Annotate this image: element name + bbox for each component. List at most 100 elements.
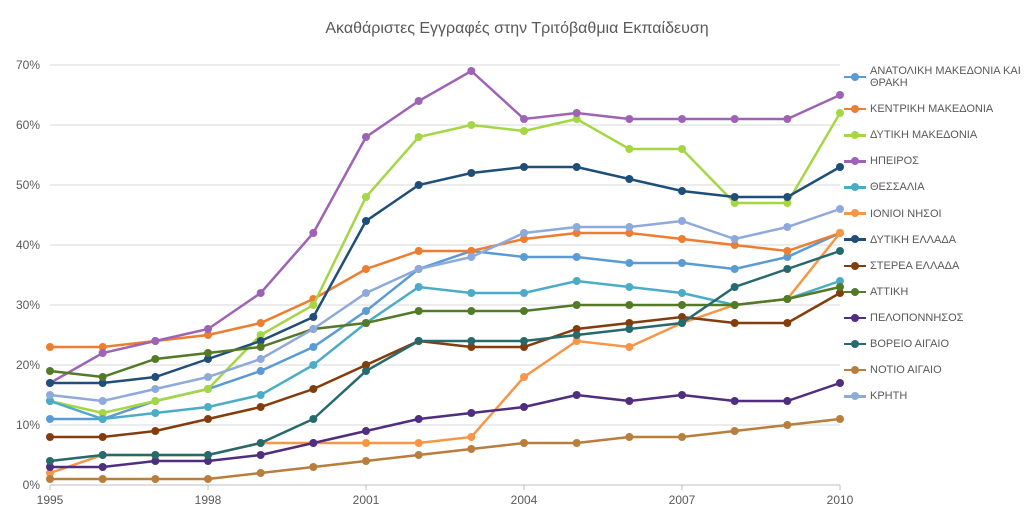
series-marker — [151, 427, 159, 435]
series-marker — [625, 259, 633, 267]
series-marker — [362, 265, 370, 273]
legend-label: ΗΠΕΙΡΟΣ — [870, 155, 919, 167]
series-marker — [678, 145, 686, 153]
series-marker — [467, 67, 475, 75]
series-marker — [467, 337, 475, 345]
series-marker — [204, 373, 212, 381]
series-line — [50, 71, 840, 383]
series-marker — [625, 397, 633, 405]
series-marker — [362, 307, 370, 315]
series-marker — [731, 193, 739, 201]
series-marker — [678, 235, 686, 243]
series-marker — [783, 247, 791, 255]
series-marker — [678, 259, 686, 267]
legend-item: ΒΟΡΕΙΟ ΑΙΓΑΙΟ — [844, 338, 1024, 350]
series-marker — [362, 133, 370, 141]
series-marker — [678, 391, 686, 399]
series-marker — [467, 445, 475, 453]
series-marker — [46, 343, 54, 351]
series-marker — [678, 187, 686, 195]
legend: ΑΝΑΤΟΛΙΚΗ ΜΑΚΕΔΟΝΙΑ ΚΑΙ ΘΡΑΚΗΚΕΝΤΡΙΚΗ ΜΑ… — [844, 65, 1024, 416]
series-marker — [573, 277, 581, 285]
legend-label: ΚΡΗΤΗ — [870, 390, 907, 402]
series-marker — [573, 391, 581, 399]
series-marker — [783, 397, 791, 405]
x-tick-label: 2001 — [353, 493, 380, 507]
series-marker — [573, 223, 581, 231]
series-marker — [46, 457, 54, 465]
series-marker — [625, 283, 633, 291]
series-marker — [257, 367, 265, 375]
series-marker — [731, 319, 739, 327]
series-marker — [99, 415, 107, 423]
legend-item: ΑΤΤΙΚΗ — [844, 286, 1024, 298]
series-marker — [204, 451, 212, 459]
series-marker — [309, 313, 317, 321]
series-marker — [46, 379, 54, 387]
series-line — [50, 233, 840, 473]
series-marker — [257, 343, 265, 351]
y-tick-label: 70% — [16, 58, 40, 72]
series-marker — [415, 451, 423, 459]
y-axis: 0%10%20%30%40%50%60%70% — [0, 65, 45, 485]
chart-title: Ακαθάριστες Εγγραφές στην Τριτόβαθμια Εκ… — [0, 0, 1034, 48]
series-marker — [309, 301, 317, 309]
series-marker — [520, 127, 528, 135]
y-tick-label: 10% — [16, 418, 40, 432]
series-marker — [520, 229, 528, 237]
legend-label: ΔΥΤΙΚΗ ΜΑΚΕΔΟΝΙΑ — [870, 129, 977, 141]
series-marker — [415, 439, 423, 447]
y-tick-label: 40% — [16, 238, 40, 252]
series-marker — [309, 439, 317, 447]
legend-item: ΙΟΝΙΟΙ ΝΗΣΟΙ — [844, 208, 1024, 220]
series-marker — [836, 247, 844, 255]
series-marker — [520, 253, 528, 261]
series-marker — [678, 115, 686, 123]
series-marker — [573, 439, 581, 447]
series-marker — [836, 283, 844, 291]
legend-swatch — [844, 108, 866, 111]
legend-swatch — [844, 369, 866, 372]
series-marker — [731, 427, 739, 435]
series-marker — [204, 349, 212, 357]
series-marker — [362, 457, 370, 465]
series-marker — [151, 373, 159, 381]
series-marker — [520, 115, 528, 123]
series-marker — [362, 193, 370, 201]
y-tick-label: 20% — [16, 358, 40, 372]
series-marker — [678, 301, 686, 309]
legend-item: ΗΠΕΙΡΟΣ — [844, 155, 1024, 167]
series-marker — [573, 331, 581, 339]
series-marker — [46, 391, 54, 399]
series-marker — [415, 97, 423, 105]
series-marker — [731, 397, 739, 405]
series-marker — [415, 247, 423, 255]
x-axis: 199519982001200420072010 — [50, 493, 840, 513]
chart-container: Ακαθάριστες Εγγραφές στην Τριτόβαθμια Εκ… — [0, 0, 1034, 523]
series-marker — [520, 307, 528, 315]
y-tick-label: 50% — [16, 178, 40, 192]
series-marker — [99, 433, 107, 441]
series-marker — [573, 163, 581, 171]
legend-swatch — [844, 265, 866, 268]
series-marker — [257, 403, 265, 411]
legend-swatch — [844, 317, 866, 320]
y-tick-label: 60% — [16, 118, 40, 132]
series-marker — [415, 265, 423, 273]
series-marker — [678, 319, 686, 327]
x-tick-label: 1998 — [195, 493, 222, 507]
series-marker — [46, 433, 54, 441]
series-marker — [467, 121, 475, 129]
plot-svg — [50, 65, 840, 485]
series-marker — [625, 115, 633, 123]
legend-item: ΘΕΣΣΑΛΙΑ — [844, 181, 1024, 193]
series-marker — [362, 439, 370, 447]
series-marker — [520, 439, 528, 447]
series-marker — [151, 397, 159, 405]
series-marker — [151, 385, 159, 393]
series-marker — [46, 367, 54, 375]
legend-swatch — [844, 395, 866, 398]
series-marker — [415, 307, 423, 315]
x-tick-label: 2007 — [669, 493, 696, 507]
series-marker — [257, 469, 265, 477]
